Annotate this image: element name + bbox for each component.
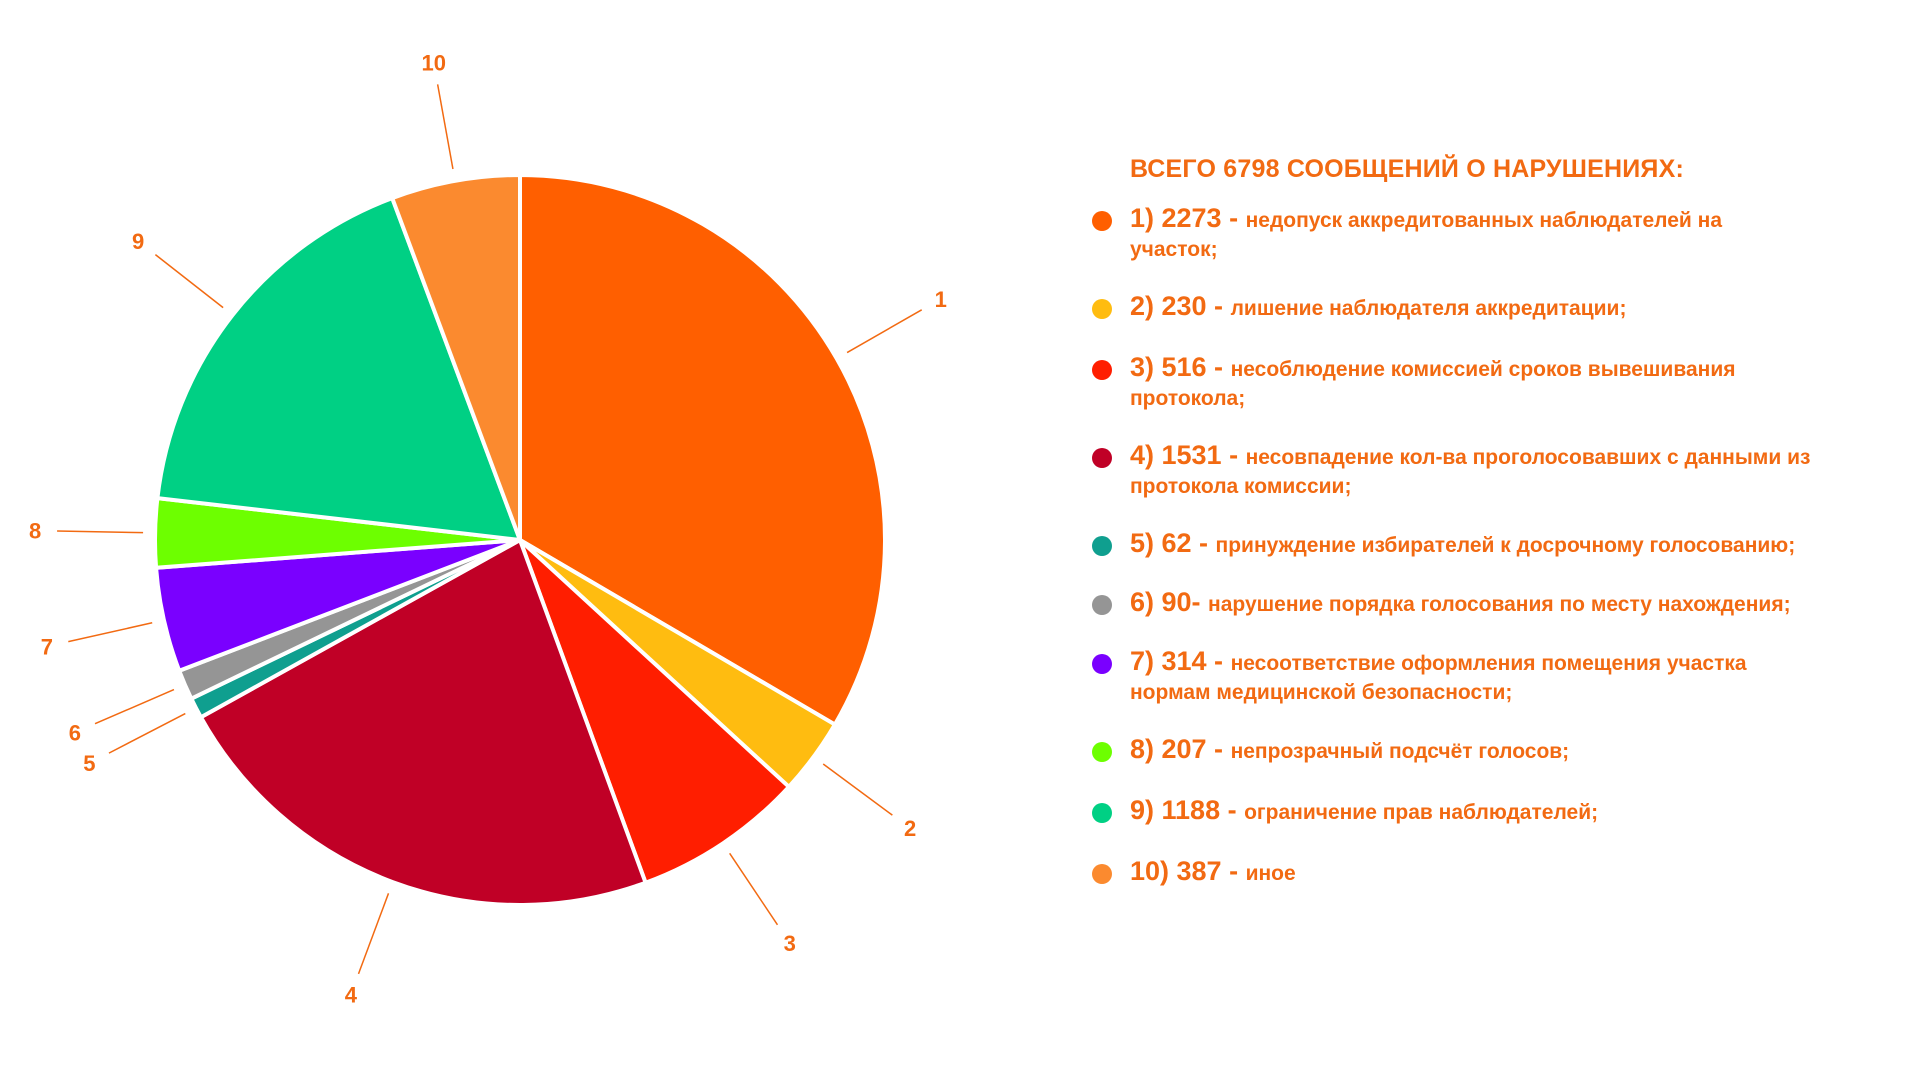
legend-title: ВСЕГО 6798 СООБЩЕНИЙ О НАРУШЕНИЯХ: xyxy=(1130,155,1684,183)
legend-text-3: несоблюдение комиссией сроков вывешивани… xyxy=(1130,358,1736,410)
legend-text-9: ограничение прав наблюдателей; xyxy=(1244,801,1599,824)
slice-label-10: 10 xyxy=(421,51,445,76)
legend-dot-6 xyxy=(1092,595,1112,615)
legend-item-3: 3) 516 - несоблюдение комиссией сроков в… xyxy=(1092,353,1812,413)
legend-value-1: 1) 2273 - xyxy=(1130,203,1246,233)
pie-slice-1 xyxy=(518,172,887,728)
pie-slice-9 xyxy=(155,195,524,543)
legend-dot-1 xyxy=(1092,211,1112,231)
legend-value-8: 8) 207 - xyxy=(1130,734,1231,764)
legend-item-5: 5) 62 - принуждение избирателей к досроч… xyxy=(1092,529,1812,560)
leader-line-8 xyxy=(57,530,144,534)
legend-items: 1) 2273 - недопуск аккредитованных наблю… xyxy=(1092,204,1812,888)
legend-text-1: недопуск аккредитованных наблюдателей на… xyxy=(1130,209,1723,261)
legend-text-7: несоответствие оформления помещения учас… xyxy=(1130,652,1747,704)
leader-line-1 xyxy=(846,309,923,354)
pie-slice-10 xyxy=(389,172,522,541)
slice-label-8: 8 xyxy=(29,519,41,544)
legend-text-5: принуждение избирателей к досрочному гол… xyxy=(1215,534,1796,557)
legend-item-10: 10) 387 - иное xyxy=(1092,857,1812,888)
slice-label-6: 6 xyxy=(69,720,81,745)
legend-value-2: 2) 230 - xyxy=(1130,291,1231,321)
slice-label-1: 1 xyxy=(935,287,947,312)
legend-item-9: 9) 1188 - ограничение прав наблюдателей; xyxy=(1092,796,1812,827)
slice-label-7: 7 xyxy=(41,634,53,659)
legend-item-1: 1) 2273 - недопуск аккредитованных наблю… xyxy=(1092,204,1812,264)
leader-line-7 xyxy=(68,622,153,643)
legend-item-2: 2) 230 - лишение наблюдателя аккредитаци… xyxy=(1092,292,1812,323)
legend-text-8: непрозрачный подсчёт голосов; xyxy=(1230,740,1570,763)
legend-dot-7 xyxy=(1092,654,1112,674)
legend-text-2: лишение наблюдателя аккредитации; xyxy=(1230,297,1627,320)
legend-value-4: 4) 1531 - xyxy=(1130,440,1246,470)
legend-text-10: иное xyxy=(1245,862,1296,885)
leader-line-3 xyxy=(729,852,779,926)
slice-label-2: 2 xyxy=(904,816,916,841)
legend-value-6: 6) 90- xyxy=(1130,587,1209,617)
legend-text-6: нарушение порядка голосования по месту н… xyxy=(1208,593,1791,616)
legend-dot-2 xyxy=(1092,299,1112,319)
leader-line-6 xyxy=(94,688,175,725)
legend-dot-8 xyxy=(1092,742,1112,762)
legend-dot-5 xyxy=(1092,536,1112,556)
legend-item-4: 4) 1531 - несовпадение кол-ва проголосов… xyxy=(1092,441,1812,501)
leader-line-5 xyxy=(108,712,186,754)
legend-dot-9 xyxy=(1092,803,1112,823)
pie-slice-3 xyxy=(518,538,792,886)
legend-text-4: несовпадение кол-ва проголосовавших с да… xyxy=(1130,446,1811,498)
legend-value-3: 3) 516 - xyxy=(1130,352,1231,382)
slice-label-5: 5 xyxy=(83,751,95,776)
slice-label-9: 9 xyxy=(132,229,144,254)
leader-line-9 xyxy=(154,254,224,309)
slice-label-4: 4 xyxy=(345,983,358,1008)
legend: ВСЕГО 6798 СООБЩЕНИЙ О НАРУШЕНИЯХ: 1) 22… xyxy=(1092,155,1812,918)
pie-slice-4 xyxy=(198,537,649,907)
legend-item-6: 6) 90- нарушение порядка голосования по … xyxy=(1092,588,1812,619)
leader-line-10 xyxy=(436,84,454,170)
legend-dot-3 xyxy=(1092,360,1112,380)
slice-label-3: 3 xyxy=(784,931,796,956)
legend-dot-4 xyxy=(1092,448,1112,468)
legend-item-8: 8) 207 - непрозрачный подсчёт голосов; xyxy=(1092,735,1812,766)
leader-line-2 xyxy=(822,763,893,816)
legend-value-7: 7) 314 - xyxy=(1130,646,1231,676)
legend-value-9: 9) 1188 - xyxy=(1130,795,1245,825)
legend-value-10: 10) 387 - xyxy=(1130,856,1246,886)
legend-dot-10 xyxy=(1092,864,1112,884)
legend-item-7: 7) 314 - несоответствие оформления помещ… xyxy=(1092,647,1812,707)
legend-value-5: 5) 62 - xyxy=(1130,528,1216,558)
leader-line-4 xyxy=(357,893,390,975)
